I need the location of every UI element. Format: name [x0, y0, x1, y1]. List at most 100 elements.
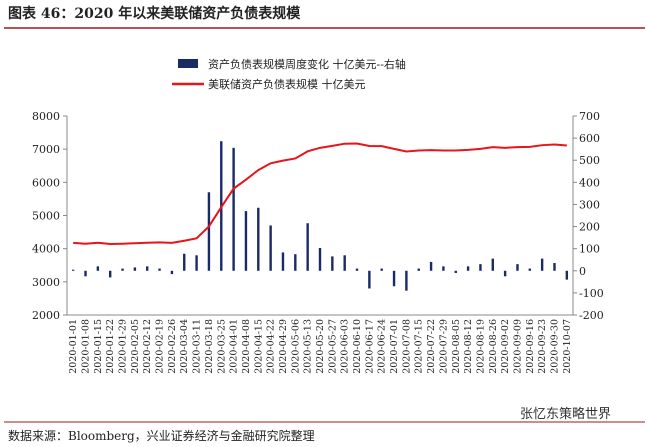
bar: [528, 268, 532, 271]
y2-tick-label: 500: [579, 154, 600, 167]
bar: [195, 255, 198, 271]
x-tick-label: 2020-05-13: [303, 319, 314, 374]
bar: [392, 270, 396, 287]
x-tick-label: 2020-06-10: [352, 319, 363, 374]
x-tick-label: 2020-01-22: [105, 319, 116, 374]
x-tick-label: 2020-02-12: [142, 319, 153, 374]
bar: [121, 268, 124, 271]
bar: [553, 263, 556, 271]
y2-tick-label: 0: [579, 265, 586, 278]
x-tick-label: 2020-03-11: [192, 319, 203, 374]
y-tick-label: 8000: [32, 110, 60, 123]
bar: [368, 270, 371, 289]
bar: [405, 270, 408, 291]
y-tick-label: 2000: [32, 309, 60, 322]
x-tick-label: 2020-04-01: [229, 319, 240, 374]
bar: [454, 270, 457, 273]
line: [73, 142, 567, 246]
y-tick-label: 4000: [32, 243, 60, 256]
x-tick-label: 2020-04-08: [241, 319, 252, 374]
bar: [355, 268, 359, 271]
bar: [466, 266, 470, 271]
x-tick-label: 2020-10-07: [562, 319, 573, 374]
bar: [331, 256, 334, 271]
y2-tick-label: 600: [579, 132, 600, 145]
y-tick-label: 5000: [32, 210, 60, 223]
bar: [343, 255, 346, 271]
bar: [244, 211, 248, 271]
bar: [84, 270, 87, 277]
bar: [158, 268, 161, 271]
x-tick-label: 2020-07-15: [414, 319, 425, 374]
bar: [318, 248, 322, 271]
bar: [146, 266, 149, 271]
bar: [232, 147, 235, 271]
y2-tick-label: -200: [579, 309, 604, 322]
bar: [96, 266, 100, 271]
y-tick-label: 6000: [32, 176, 60, 189]
x-tick-label: 2020-01-29: [118, 319, 129, 374]
bar: [183, 253, 186, 271]
x-tick-label: 2020-05-06: [290, 319, 301, 374]
x-tick-label: 2020-09-30: [549, 319, 560, 374]
x-tick-label: 2020-04-29: [278, 319, 289, 374]
bar: [442, 266, 445, 271]
y2-tick-label: 700: [579, 110, 600, 123]
bar: [133, 267, 137, 271]
bar: [294, 254, 297, 271]
x-tick-label: 2020-06-03: [340, 319, 351, 374]
x-tick-label: 2020-08-26: [488, 319, 499, 374]
source: 数据来源：Bloomberg，兴业证券经济与金融研究院整理: [8, 428, 315, 443]
y2-tick-label: -100: [579, 287, 604, 300]
bar: [417, 268, 420, 271]
x-tick-label: 2020-02-26: [167, 319, 178, 374]
x-tick-label: 2020-08-12: [463, 319, 474, 374]
bar: [380, 268, 383, 271]
bar: [257, 207, 260, 271]
bar: [516, 264, 519, 271]
x-tick-label: 2020-03-04: [179, 319, 190, 374]
x-tick-label: 2020-09-09: [512, 319, 523, 374]
y2-tick-label: 400: [579, 176, 600, 189]
x-tick-label: 2020-07-01: [389, 319, 400, 374]
legend-swatch: [178, 59, 198, 68]
x-tick-label: 2020-03-18: [204, 319, 215, 374]
bar: [565, 270, 569, 280]
bar: [429, 261, 433, 271]
x-tick-label: 2020-09-23: [537, 319, 548, 374]
x-tick-label: 2020-07-22: [426, 319, 437, 374]
x-tick-label: 2020-01-01: [68, 319, 79, 374]
x-tick-label: 2020-06-24: [377, 319, 388, 374]
bar: [71, 269, 75, 271]
y2-tick-label: 200: [579, 221, 600, 234]
legend-label: 美联储资产负债表规模 十亿美元: [208, 77, 366, 91]
bar: [108, 270, 112, 278]
x-tick-label: 2020-01-15: [93, 319, 104, 374]
bar: [306, 223, 309, 271]
chart-title: 图表 46：2020 年以来美联储资产负债表规模: [8, 5, 301, 22]
x-tick-label: 2020-09-02: [500, 319, 511, 374]
x-tick-label: 2020-07-29: [438, 319, 449, 374]
x-tick-label: 2020-03-25: [216, 319, 227, 374]
bar: [170, 270, 174, 275]
bar: [503, 270, 507, 277]
x-tick-label: 2020-05-27: [327, 319, 338, 374]
bar: [479, 264, 482, 271]
bar: [540, 258, 544, 271]
x-tick-label: 2020-09-16: [525, 319, 536, 374]
x-tick-label: 2020-05-20: [315, 319, 326, 374]
x-tick-label: 2020-04-22: [266, 319, 277, 374]
y2-tick-label: 100: [579, 243, 600, 256]
x-tick-label: 2020-02-05: [130, 319, 141, 374]
watermark: 张忆东策略世界: [520, 406, 611, 422]
y-tick-label: 3000: [32, 276, 60, 289]
x-tick-label: 2020-07-08: [401, 319, 412, 374]
x-tick-label: 2020-08-19: [475, 319, 486, 374]
bar: [491, 258, 494, 271]
bar: [207, 192, 211, 271]
legend-label: 资产负债表规模周度变化 十亿美元--右轴: [208, 57, 406, 71]
x-tick-label: 2020-04-15: [253, 319, 264, 374]
bar: [269, 225, 272, 271]
y-tick-label: 7000: [32, 143, 60, 156]
